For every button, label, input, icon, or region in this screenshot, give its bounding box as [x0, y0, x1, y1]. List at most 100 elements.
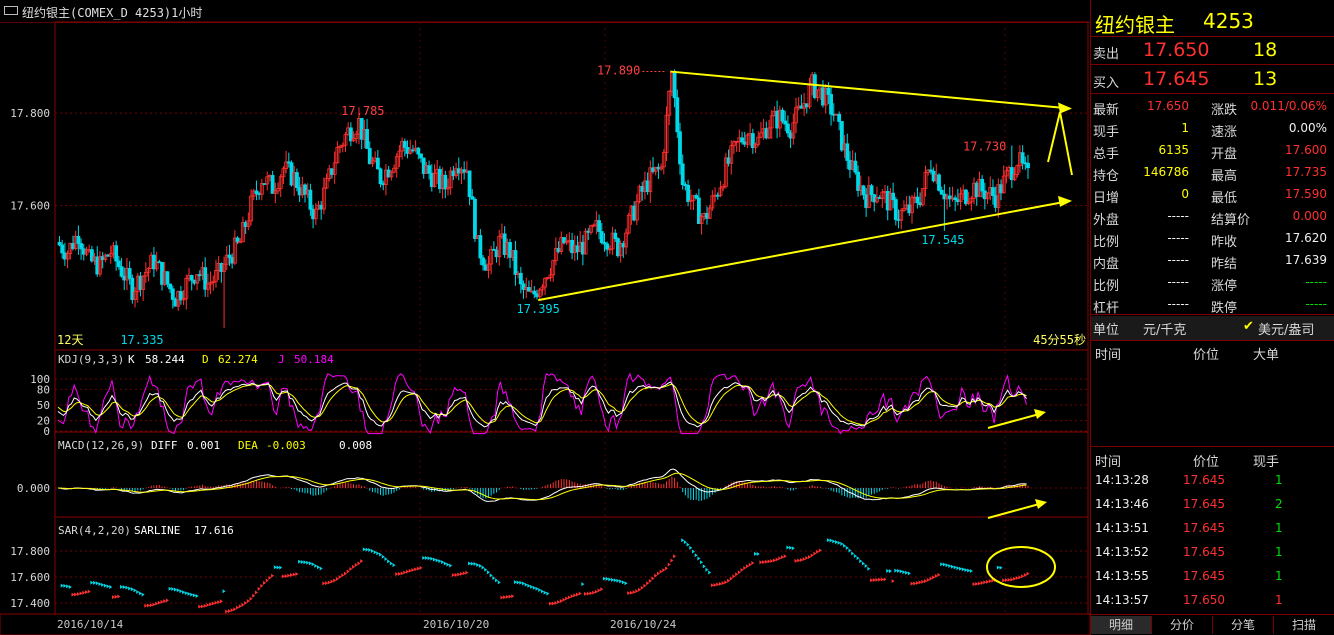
sar-point [643, 583, 647, 588]
kdj-k-line [57, 381, 1027, 428]
sar-point [629, 590, 633, 595]
sar-point [573, 593, 577, 598]
sar-point [93, 580, 97, 585]
sar-point [648, 579, 652, 584]
detail-tabs: 明细 分价 分笔 扫描 [1091, 614, 1334, 635]
sar-point [737, 570, 741, 575]
candle-body [551, 260, 556, 276]
sar-point [840, 541, 844, 546]
candle-body [278, 176, 283, 190]
sar-point [122, 585, 126, 590]
sar-point [190, 592, 194, 597]
checkmark-icon: ✔ [1243, 319, 1254, 334]
sar-point [171, 586, 175, 591]
sar-point [249, 596, 253, 601]
tab-detail[interactable]: 明细 [1091, 616, 1152, 634]
sar-point [325, 581, 329, 586]
tab-scan[interactable]: 扫描 [1274, 616, 1334, 634]
sar-point [546, 591, 550, 596]
stat-label: 昨收 [1211, 235, 1238, 250]
sar-point [778, 556, 782, 561]
candle-body [1001, 175, 1006, 194]
sar-point [163, 599, 167, 604]
instrument-code: 4253 [1203, 9, 1254, 33]
window-icon[interactable] [4, 6, 18, 15]
sar-point [551, 601, 555, 606]
tab-trades[interactable]: 分笔 [1213, 616, 1274, 634]
sar-point [349, 567, 353, 572]
unit-cny-option[interactable]: 元/千克 [1143, 323, 1187, 338]
tab-price-dist[interactable]: 分价 [1152, 616, 1213, 634]
sar-point [246, 599, 250, 604]
sar-point [686, 542, 690, 547]
stat-label: 最高 [1211, 169, 1238, 184]
chart-area[interactable]: 17.800 17.600 17.890 17.785 17.730 17.545 17.3… [0, 0, 1090, 635]
kdj-j-label: J [278, 353, 285, 366]
tick-row: 14:13:46 17.645 2 [1091, 494, 1334, 517]
sar-point [805, 556, 809, 561]
sar-point [589, 591, 593, 596]
macd-dea-label: DEA [238, 439, 258, 452]
candle-body [232, 237, 237, 264]
macd-diff-line [57, 468, 1027, 502]
sar-point [157, 600, 161, 605]
kdj-label: KDJ(9,3,3) [58, 353, 124, 366]
sar-point [263, 580, 267, 585]
candle-body [365, 128, 369, 149]
sar-point [967, 568, 971, 573]
sar-point [238, 604, 242, 609]
sar-point [845, 545, 849, 550]
stat-value: ----- [1167, 275, 1189, 289]
sar-point [236, 605, 240, 610]
sar-point [149, 603, 153, 608]
sar-point [465, 570, 469, 575]
candle-body [416, 147, 421, 155]
sar-point [837, 540, 841, 545]
sar-point [735, 572, 739, 577]
candle-body [680, 163, 685, 186]
candle-body [985, 192, 990, 200]
stat-label: 速涨 [1211, 125, 1238, 140]
sar-point [462, 571, 466, 576]
candle-body [419, 153, 423, 159]
sar-point [489, 573, 493, 578]
sar-point [611, 577, 615, 582]
candle-body [548, 274, 553, 278]
sar-point [511, 594, 515, 599]
sar-point [977, 581, 981, 586]
kdj-j-line [57, 372, 1027, 435]
sar-point [432, 557, 436, 562]
sar-point [500, 595, 504, 600]
sar-point [934, 574, 938, 579]
quote-row: 日增 0 最低 17.590 [1091, 184, 1334, 207]
sar-point [926, 577, 930, 582]
sar-point [311, 562, 315, 567]
price-panel [55, 22, 1088, 614]
unit-usd-option[interactable]: 美元/盎司 [1258, 323, 1315, 338]
candle-body [610, 232, 615, 250]
sar-point [940, 562, 944, 567]
tick-price: 17.645 [1183, 473, 1225, 487]
candle-body [338, 145, 342, 148]
candle-body [154, 261, 159, 270]
sar-point [980, 580, 984, 585]
candle-body [214, 270, 218, 282]
candle-body [222, 263, 226, 272]
sar-point [519, 580, 523, 585]
sar-point [1021, 574, 1025, 579]
sar-point [843, 543, 847, 548]
candle-body [146, 268, 151, 273]
sar-point [384, 556, 388, 561]
sar-point [95, 581, 99, 586]
sar-point [700, 560, 704, 565]
sell-price: 17.650 [1143, 39, 1210, 61]
candle-body [893, 199, 898, 220]
tick-price: 17.645 [1183, 545, 1225, 559]
sar-point [174, 587, 178, 592]
sell-label: 卖出 [1093, 47, 1120, 62]
sar-point [1026, 571, 1030, 576]
sar-point [816, 549, 820, 554]
tick-price: 17.650 [1183, 593, 1225, 607]
sar-point [832, 539, 836, 544]
sar-point [287, 573, 291, 578]
